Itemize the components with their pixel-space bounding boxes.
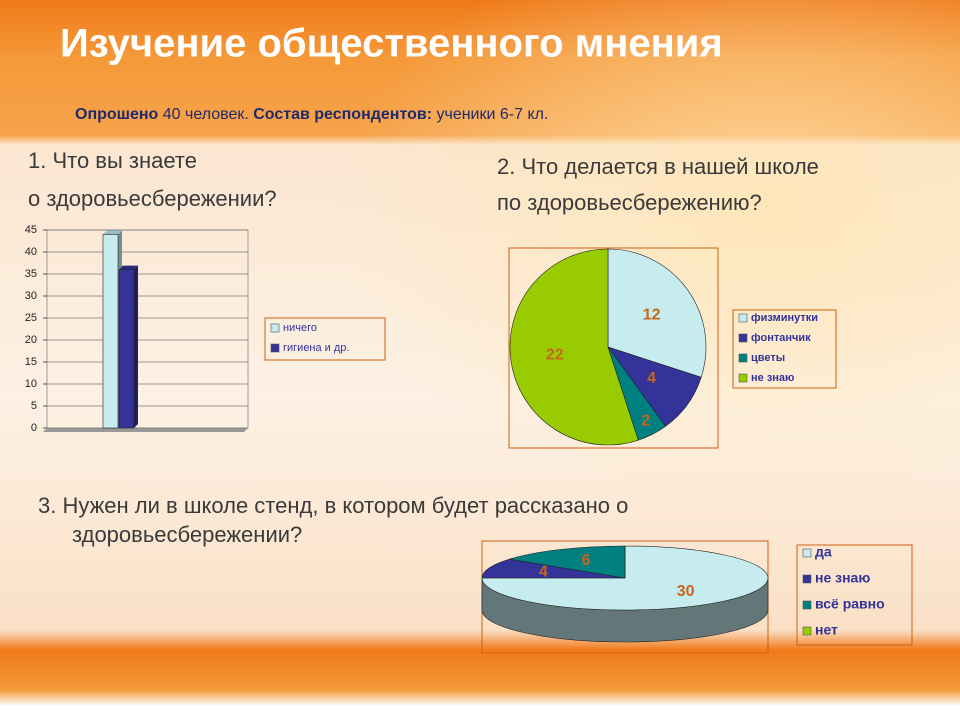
legend-swatch bbox=[738, 313, 748, 323]
y-tick-label: 25 bbox=[25, 312, 37, 324]
question: о здоровьесбережении? bbox=[28, 186, 277, 211]
legend-swatch bbox=[738, 353, 748, 363]
question: по здоровьесбережению? bbox=[497, 190, 762, 215]
legend-box bbox=[732, 309, 837, 389]
data-label: 2 bbox=[641, 412, 650, 429]
pie-slice bbox=[607, 248, 707, 378]
pie-slice bbox=[481, 545, 769, 611]
legend-label: не знаю bbox=[815, 570, 870, 586]
y-tick-label: 40 bbox=[25, 246, 37, 258]
pie-slice bbox=[509, 545, 626, 579]
legend-label: не знаю bbox=[751, 372, 794, 384]
legend-swatch bbox=[802, 600, 812, 610]
subtitle-part: ученики 6-7 кл. bbox=[432, 106, 548, 123]
y-tick-label: 30 bbox=[25, 290, 37, 302]
legend-swatch bbox=[738, 373, 748, 383]
y-tick-label: 5 bbox=[31, 400, 37, 412]
pie-slice bbox=[509, 248, 639, 446]
legend-swatch bbox=[738, 333, 748, 343]
subtitle-part: Опрошено bbox=[75, 106, 159, 123]
legend-label: физминутки bbox=[751, 312, 818, 324]
bar bbox=[118, 265, 138, 429]
legend-swatch bbox=[270, 343, 280, 353]
bar-side bbox=[134, 265, 138, 428]
legend-swatch bbox=[802, 626, 812, 636]
y-tick-label: 10 bbox=[25, 378, 37, 390]
slide-title: Изучение общественного мнения bbox=[60, 22, 723, 66]
legend-label: всё равно bbox=[815, 596, 885, 612]
data-label: 22 bbox=[546, 347, 564, 364]
data-label: 12 bbox=[643, 307, 661, 324]
question: 1. Что вы знаете bbox=[28, 148, 197, 173]
data-label: 30 bbox=[677, 583, 695, 600]
subtitle-part: Состав респондентов: bbox=[253, 106, 432, 123]
question: 3. Нужен ли в школе стенд, в котором буд… bbox=[38, 493, 628, 518]
question: здоровьесбережении? bbox=[72, 522, 302, 547]
legend-label: нет bbox=[815, 622, 838, 638]
y-tick-label: 15 bbox=[25, 356, 37, 368]
bar-front bbox=[102, 234, 119, 429]
data-label: 4 bbox=[647, 370, 656, 387]
floor bbox=[43, 428, 248, 432]
legend-label: цветы bbox=[751, 352, 785, 364]
legend-swatch bbox=[802, 548, 812, 558]
legend-swatch bbox=[802, 574, 812, 584]
legend-label: фонтанчик bbox=[751, 332, 811, 344]
legend-box bbox=[264, 317, 386, 361]
y-tick-label: 0 bbox=[31, 422, 37, 434]
legend-label: гигиена и др. bbox=[283, 342, 349, 354]
y-tick-label: 20 bbox=[25, 334, 37, 346]
data-label: 6 bbox=[582, 552, 591, 569]
legend-box bbox=[796, 544, 913, 646]
subtitle-part: 40 человек. bbox=[158, 106, 253, 123]
legend-label: ничего bbox=[283, 322, 317, 334]
plot-frame bbox=[508, 247, 719, 449]
legend-label: да bbox=[815, 544, 832, 560]
bar-top bbox=[103, 230, 122, 235]
y-tick-label: 45 bbox=[25, 224, 37, 236]
pie-slice bbox=[481, 558, 626, 579]
bar-top bbox=[119, 265, 138, 270]
bar-front bbox=[118, 269, 135, 429]
question: 2. Что делается в нашей школе bbox=[497, 154, 819, 179]
y-tick-label: 35 bbox=[25, 268, 37, 280]
legend-swatch bbox=[270, 323, 280, 333]
plot-area bbox=[46, 229, 249, 429]
data-label: 4 bbox=[539, 563, 548, 580]
subtitle: Опрошено 40 человек. Состав респондентов… bbox=[75, 106, 548, 123]
